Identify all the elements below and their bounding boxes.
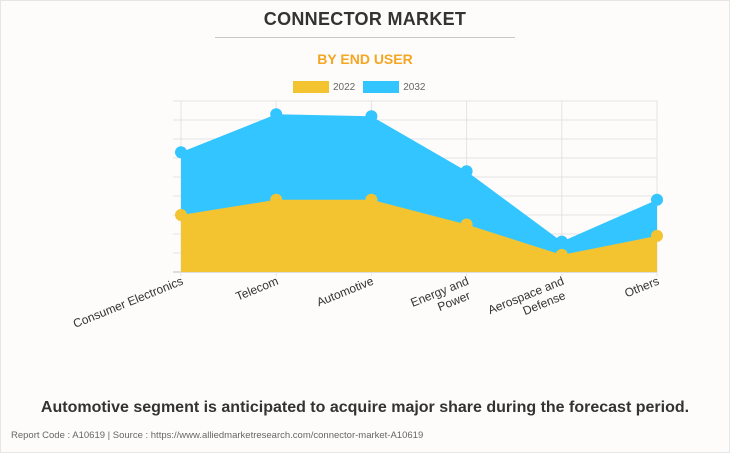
data-point-2032[interactable] (270, 108, 283, 121)
legend: 2022 2032 (293, 80, 434, 94)
data-point-2032[interactable] (175, 146, 187, 159)
x-axis-label: Aerospace andDefense (486, 274, 571, 330)
data-point-2022[interactable] (555, 248, 568, 261)
chart-title: CONNECTOR MARKET (263, 9, 467, 29)
data-point-2032[interactable] (460, 165, 473, 178)
legend-swatch-2022 (293, 81, 329, 93)
x-axis-label: Automotive (315, 274, 376, 310)
legend-swatch-2032 (363, 81, 400, 93)
legend-item-2032[interactable]: 2032 (363, 81, 426, 93)
source-text: Report Code : A10619 | Source : https://… (11, 430, 424, 441)
legend-item-2022[interactable]: 2022 (293, 81, 355, 93)
area-series-2022 (181, 199, 657, 272)
title-divider (215, 37, 515, 38)
x-axis-label: Energy andPower (409, 274, 476, 323)
chart-subtitle: BY END USER (317, 51, 413, 67)
x-axis-labels: Consumer Electronics Telecom Automotive Ene… (71, 274, 661, 331)
data-point-2022[interactable] (651, 229, 663, 242)
data-point-2022[interactable] (270, 193, 283, 206)
x-axis-label: Telecom (234, 274, 281, 304)
footer-note: Automotive segment is anticipated to acq… (40, 399, 690, 416)
data-point-2032[interactable] (651, 193, 663, 206)
legend-label-2032: 2032 (403, 81, 426, 93)
data-points (175, 108, 663, 261)
data-point-2022[interactable] (460, 218, 473, 231)
data-point-2032[interactable] (555, 235, 568, 248)
data-point-2022[interactable] (365, 193, 378, 206)
x-axis-label: Others (622, 274, 661, 300)
legend-label-2022: 2022 (333, 81, 356, 93)
x-axis-label: Consumer Electronics (71, 274, 185, 331)
data-point-2022[interactable] (175, 209, 187, 221)
series-areas (181, 114, 657, 272)
data-point-2032[interactable] (365, 110, 378, 123)
